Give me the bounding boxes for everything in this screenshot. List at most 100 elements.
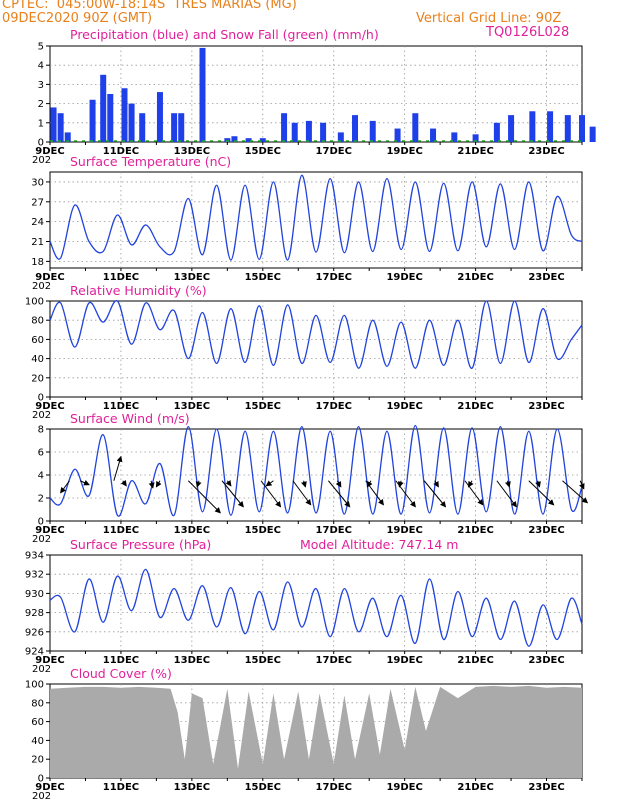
precip-bar: [529, 111, 536, 142]
precip-bar: [291, 122, 298, 142]
x-date-label: 17DEC: [316, 782, 352, 793]
x-date-label: 13DEC: [174, 782, 210, 793]
x-date-label: 13DEC: [174, 401, 210, 412]
precip-bar: [547, 111, 554, 142]
x-date-label: 17DEC: [316, 272, 352, 283]
model-code: TQ0126L028: [486, 25, 570, 40]
y-tick-label: 80: [31, 316, 44, 327]
y-tick-label: 60: [31, 717, 44, 728]
x-date-label: 19DEC: [386, 146, 422, 157]
x-date-label: 13DEC: [174, 146, 210, 157]
x-date-label: 17DEC: [316, 146, 352, 157]
y-tick-label: 6: [38, 448, 44, 459]
y-tick-label: 0: [38, 138, 44, 149]
y-tick-label: 928: [25, 608, 44, 619]
y-tick-label: 0: [38, 517, 44, 528]
y-tick-label: 0: [38, 393, 44, 404]
y-tick-label: 1: [38, 118, 44, 129]
x-date-label: 11DEC: [103, 401, 139, 412]
y-tick-label: 932: [25, 570, 44, 581]
x-date-label: 11DEC: [103, 146, 139, 157]
precip-bar: [493, 122, 500, 142]
x-date-label: 23DEC: [528, 655, 564, 666]
y-tick-label: 27: [31, 197, 44, 208]
x-year-stub: 202: [32, 534, 51, 545]
panel-title: Cloud Cover (%): [70, 666, 172, 681]
x-date-label: 15DEC: [245, 401, 281, 412]
precip-bar: [156, 92, 163, 142]
y-tick-label: 40: [31, 736, 44, 747]
wind-arrow: [79, 479, 90, 486]
precip-bar: [352, 115, 359, 142]
wind-arrow: [464, 480, 484, 506]
x-year-stub: 202: [32, 791, 51, 800]
panel-cloud: 0 20 40 60 80 100 9DEC 11DEC 13DEC 15DEC 17DEC 19DE…: [25, 666, 583, 800]
precip-bar: [50, 107, 57, 142]
precip-bar: [472, 134, 479, 142]
wind-arrow: [265, 480, 274, 487]
x-date-label: 23DEC: [528, 146, 564, 157]
wind-arrow: [120, 479, 127, 487]
y-tick-label: 100: [25, 297, 44, 308]
precip-bar: [107, 94, 114, 142]
x-date-label: 9DEC: [35, 146, 64, 157]
x-date-label: 9DEC: [35, 525, 64, 536]
precip-bar: [305, 120, 312, 142]
x-date-label: 13DEC: [174, 272, 210, 283]
x-date-label: 19DEC: [386, 525, 422, 536]
precip-bar: [451, 132, 458, 142]
x-date-label: 21DEC: [457, 272, 493, 283]
wind-arrow: [397, 480, 404, 488]
x-date-label: 23DEC: [528, 272, 564, 283]
x-year-stub: 202: [32, 664, 51, 675]
precip-bar: [64, 132, 71, 142]
panel-temp: 18 21 24 27 30 9DEC 11DEC 13DEC 15DEC 17DEC 19DEC 2…: [31, 154, 583, 292]
x-date-label: 19DEC: [386, 401, 422, 412]
y-tick-label: 21: [31, 237, 44, 248]
x-date-label: 13DEC: [174, 655, 210, 666]
precip-bar: [231, 136, 238, 142]
wind-arrow: [301, 480, 307, 488]
panel-frame: [49, 45, 583, 143]
panel-title: Relative Humidity (%): [70, 283, 207, 298]
wind-arrow: [366, 480, 373, 488]
y-tick-label: 934: [25, 551, 44, 562]
precip-bar: [139, 113, 146, 142]
y-tick-label: 20: [31, 373, 44, 384]
x-date-label: 9DEC: [35, 655, 64, 666]
x-date-label: 21DEC: [457, 146, 493, 157]
y-tick-label: 2: [38, 494, 44, 505]
x-date-label: 11DEC: [103, 525, 139, 536]
precip-bar: [224, 138, 231, 142]
x-date-label: 11DEC: [103, 272, 139, 283]
panel-precip: 0 1 2 3 4 5 9DEC 11DEC 13DEC 15DEC 17DEC 19DEC 21DEC…: [32, 27, 596, 166]
grid-note: Vertical Grid Line: 90Z: [416, 11, 562, 26]
wind-arrow: [504, 480, 511, 488]
precip-bar: [57, 113, 64, 142]
x-date-label: 23DEC: [528, 782, 564, 793]
wind-arrow: [292, 480, 312, 506]
x-date-label: 15DEC: [245, 782, 281, 793]
panel-rh: 0 20 40 60 80 100 9DEC 11DEC 13DEC 15DEC 17DEC 19DE…: [25, 283, 583, 421]
x-date-label: 15DEC: [245, 272, 281, 283]
wind-arrow: [225, 479, 232, 487]
wind-arrow: [562, 480, 589, 504]
wind-arrow: [423, 480, 447, 508]
x-date-label: 19DEC: [386, 272, 422, 283]
panel-title: Surface Pressure (hPa): [70, 537, 211, 552]
y-tick-label: 24: [31, 217, 44, 228]
y-tick-label: 924: [25, 647, 44, 658]
precip-bar: [579, 115, 585, 142]
precip-bar: [100, 74, 107, 142]
x-date-label: 15DEC: [245, 146, 281, 157]
header-line-2: 09DEC2020 90Z (GMT): [2, 11, 153, 26]
x-year-stub: 202: [32, 155, 51, 166]
wind-arrow: [221, 480, 244, 508]
precip-bar: [199, 47, 206, 142]
wind-arrow: [187, 480, 221, 514]
x-date-label: 15DEC: [245, 655, 281, 666]
x-date-label: 23DEC: [528, 401, 564, 412]
y-tick-label: 40: [31, 354, 44, 365]
precip-bar: [259, 138, 266, 142]
